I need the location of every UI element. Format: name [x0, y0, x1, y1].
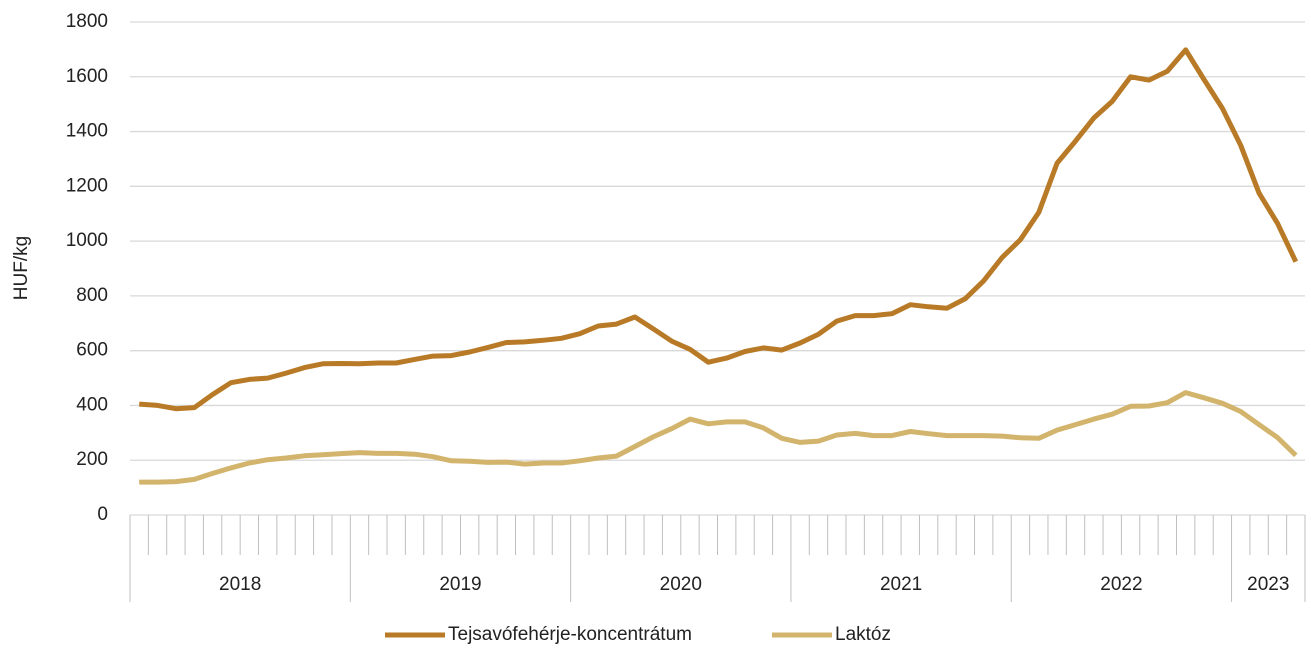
- y-tick-label: 1000: [66, 230, 108, 251]
- y-tick-label: 0: [97, 504, 108, 525]
- legend-label: Tejsavófehérje-koncentrátum: [448, 624, 692, 645]
- y-tick-label: 800: [76, 285, 108, 306]
- y-tick-label: 1200: [66, 175, 108, 196]
- series-line: [139, 390, 1298, 485]
- y-tick-label: 1800: [66, 11, 108, 32]
- y-axis-label: HUF/kg: [11, 236, 32, 300]
- series-line: [139, 47, 1299, 412]
- x-group-label: 2020: [660, 574, 702, 595]
- y-tick-label: 200: [76, 449, 108, 470]
- x-group-label: 2018: [219, 574, 261, 595]
- x-group-label: 2023: [1247, 574, 1289, 595]
- y-tick-label: 1400: [66, 121, 108, 142]
- x-group-label: 2022: [1100, 574, 1142, 595]
- x-group-label: 2019: [439, 574, 481, 595]
- y-tick-label: 600: [76, 340, 108, 361]
- y-tick-label: 400: [76, 394, 108, 415]
- y-tick-label: 1600: [66, 66, 108, 87]
- legend-label: Laktóz: [835, 624, 891, 645]
- x-group-label: 2021: [880, 574, 922, 595]
